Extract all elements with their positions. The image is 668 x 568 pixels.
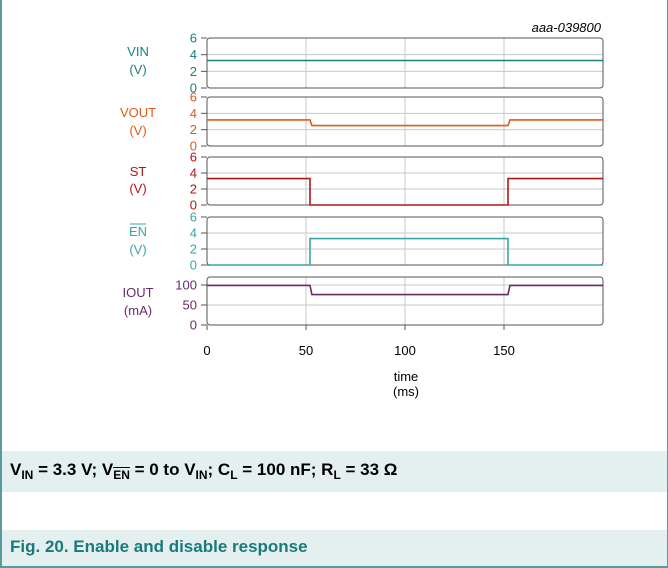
- chart: aaa-0398000246VIN(V)0246VOUT(V)0246ST(V)…: [120, 20, 604, 399]
- signal-unit: (V): [129, 181, 146, 196]
- x-tick-label: 0: [203, 343, 210, 358]
- series-line: [207, 177, 603, 206]
- signal-unit: (V): [129, 242, 146, 257]
- y-tick-label: 4: [190, 106, 197, 121]
- figure-caption: Fig. 20. Enable and disable response: [10, 537, 308, 556]
- x-axis-unit: (ms): [393, 384, 419, 399]
- y-tick-label: 2: [190, 64, 197, 79]
- series-line: [207, 237, 603, 266]
- y-tick-label: 6: [190, 210, 197, 225]
- y-tick-label: 4: [190, 166, 197, 181]
- panel-frame: [206, 37, 604, 89]
- series-line: [207, 119, 603, 127]
- figure-code: aaa-039800: [532, 20, 602, 35]
- y-tick-label: 2: [190, 182, 197, 197]
- y-tick-label: 0: [190, 318, 197, 333]
- y-tick-label: 0: [190, 198, 197, 213]
- y-tick-label: 6: [190, 150, 197, 165]
- x-tick-label: 50: [299, 343, 313, 358]
- conditions-band: [2, 451, 667, 492]
- x-tick-label: 100: [394, 343, 416, 358]
- y-tick-label: 2: [190, 242, 197, 257]
- y-tick-label: 0: [190, 81, 197, 96]
- y-tick-label: 6: [190, 31, 197, 46]
- signal-label: VOUT: [120, 105, 156, 120]
- signal-label: IOUT: [122, 285, 153, 300]
- panel-frame: [206, 96, 604, 147]
- signal-unit: (V): [129, 62, 146, 77]
- signal-unit: (V): [129, 123, 146, 138]
- signal-label: ST: [130, 164, 147, 179]
- panel-frame: [206, 216, 604, 266]
- y-tick-label: 100: [175, 278, 197, 293]
- signal-label: EN: [129, 224, 147, 239]
- x-axis-label: time: [394, 369, 419, 384]
- y-tick-label: 4: [190, 226, 197, 241]
- x-tick-label: 150: [493, 343, 515, 358]
- y-tick-label: 0: [190, 139, 197, 154]
- signal-label: VIN: [127, 44, 149, 59]
- caption-band: [2, 530, 667, 566]
- y-tick-label: 6: [190, 90, 197, 105]
- y-tick-label: 0: [190, 258, 197, 273]
- test-conditions: VIN = 3.3 V; VEN = 0 to VIN; CL = 100 nF…: [10, 460, 398, 482]
- signal-unit: (mA): [124, 303, 152, 318]
- y-tick-label: 50: [183, 298, 197, 313]
- y-tick-label: 2: [190, 122, 197, 137]
- y-tick-label: 4: [190, 47, 197, 62]
- series-line: [207, 284, 603, 296]
